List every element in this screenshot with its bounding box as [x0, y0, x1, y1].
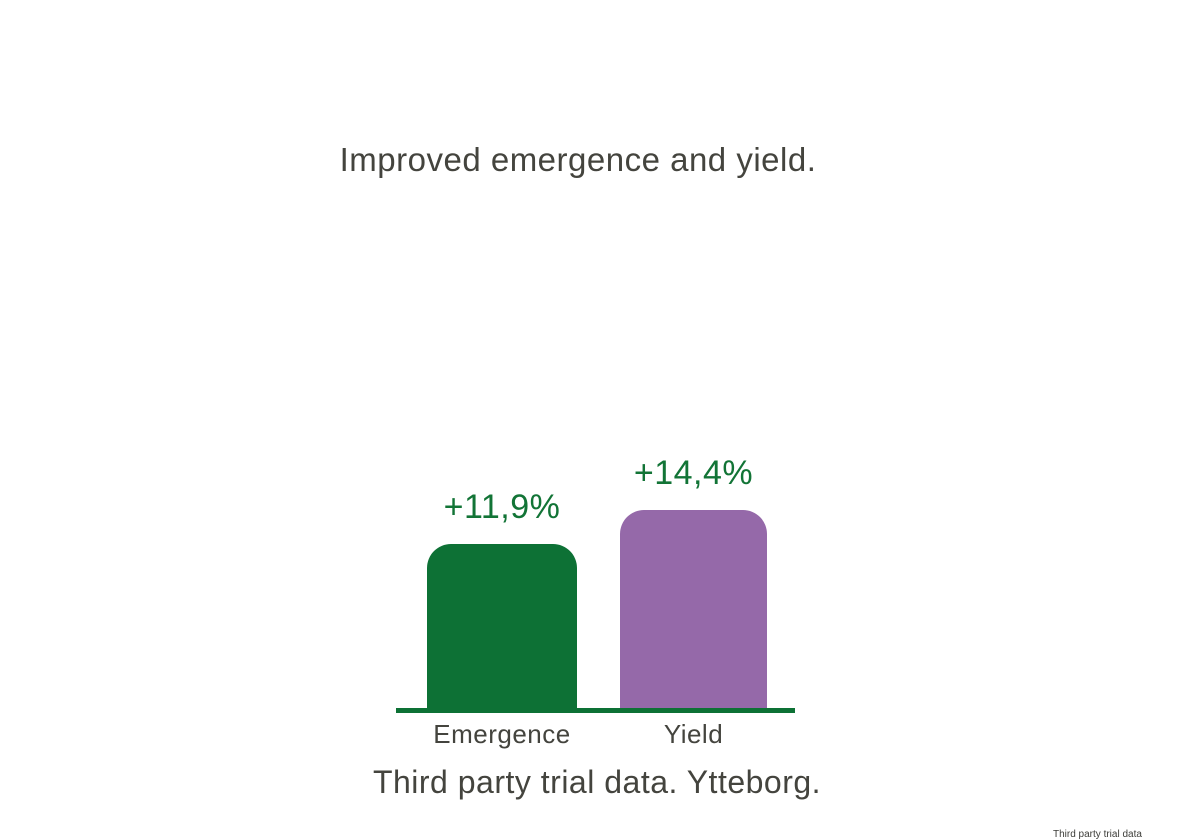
category-label-yield: Yield	[663, 719, 724, 749]
value-label-emergence: +11,9%	[443, 488, 561, 526]
page-title: Improved emergence and yield.	[339, 141, 817, 178]
bar-emergence	[427, 544, 577, 708]
bar-chart: +11,9% Emergence +14,4% Yield	[396, 430, 795, 749]
bar-group-emergence: +11,9% Emergence	[427, 488, 577, 749]
category-label-emergence: Emergence	[433, 719, 571, 749]
footer-note: Third party trial data	[1053, 829, 1142, 839]
x-axis-baseline	[396, 708, 795, 713]
value-label-yield: +14,4%	[633, 454, 754, 492]
bar-yield	[620, 510, 767, 708]
bar-group-yield: +14,4% Yield	[620, 454, 767, 749]
chart-caption: Third party trial data. Ytteborg.	[372, 764, 822, 800]
